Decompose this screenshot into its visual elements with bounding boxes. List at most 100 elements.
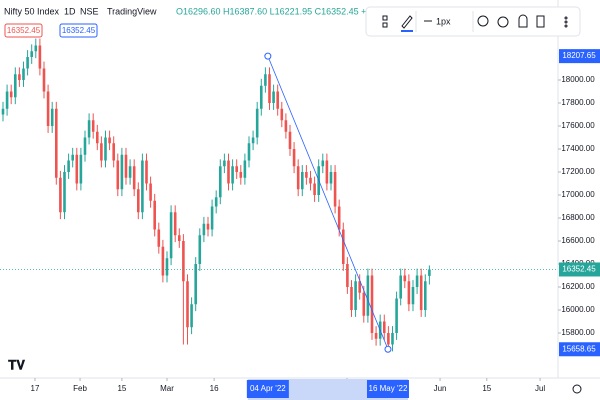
x-tick-label: Jun: [434, 384, 447, 393]
candle-body: [292, 149, 296, 167]
candle-body: [95, 131, 99, 144]
candle-body: [255, 108, 259, 138]
candle-body: [411, 287, 415, 305]
range-label: 16 May '22: [369, 384, 408, 393]
candle-body: [190, 304, 193, 328]
candle-body: [341, 229, 345, 265]
candle-body: [272, 91, 275, 104]
candle-body: [100, 143, 103, 161]
candle-body: [321, 160, 325, 167]
interval: 1D: [64, 6, 76, 16]
candle-body: [325, 160, 329, 184]
x-tick-label: 15: [482, 384, 491, 393]
icon-lock[interactable]: [518, 14, 528, 28]
candle-body: [182, 241, 185, 282]
badge: [4, 23, 43, 38]
candle-body: [313, 183, 316, 196]
candle-body: [305, 172, 308, 178]
candle-body: [46, 91, 50, 127]
x-tick-label: 16: [210, 384, 219, 393]
candle-body: [259, 85, 263, 109]
badge: [59, 23, 98, 38]
icon-pencil[interactable]: [401, 15, 413, 29]
icon-delete[interactable]: [536, 15, 545, 28]
candle-body: [108, 137, 111, 144]
candle-body: [370, 275, 374, 334]
candle-body: [30, 51, 33, 58]
candle-body: [198, 235, 202, 265]
badge-text: 16352.45: [62, 26, 96, 35]
y-tick-label: 17400.00: [561, 144, 595, 153]
candle-body: [382, 321, 386, 334]
price-badge: [559, 49, 600, 64]
drawing-toolbar: 1px: [365, 6, 581, 37]
candle-body: [309, 177, 312, 184]
ohlc-legend: O16296.60 H16387.60 L16221.95 C16352.45 …: [176, 6, 422, 16]
candle-body: [18, 74, 21, 81]
x-tick-label: 17: [31, 384, 40, 393]
line-width-label[interactable]: 1px: [436, 16, 451, 26]
price-badge: [559, 342, 600, 357]
candle-body: [333, 172, 337, 207]
candle-body: [284, 120, 288, 132]
candle-body: [194, 264, 197, 305]
candle-body: [403, 275, 407, 282]
candle-body: [264, 74, 267, 86]
candle-body: [83, 137, 87, 155]
candle-body: [210, 206, 214, 230]
candle-body: [67, 160, 70, 173]
candle-body: [116, 160, 120, 190]
y-tick-label: 18000.00: [561, 75, 595, 84]
candle-body: [218, 166, 222, 198]
candle-body: [87, 120, 91, 138]
trendline-handle: [264, 52, 272, 60]
candle-body: [366, 275, 370, 316]
candle-body: [395, 298, 398, 334]
x-tick-label: Feb: [73, 384, 87, 393]
range-label: 04 Apr '22: [250, 384, 286, 393]
icon-more[interactable]: [564, 16, 568, 20]
candle-body: [202, 223, 206, 236]
icon-settings[interactable]: [477, 15, 489, 27]
exchange: NSE: [80, 6, 99, 16]
candle-body: [280, 108, 284, 121]
x-tick-label: Mar: [160, 384, 174, 393]
candle-body: [91, 120, 95, 132]
candle-body: [34, 45, 38, 52]
candle-body: [112, 143, 115, 161]
candle-body: [71, 154, 74, 161]
candle-body: [50, 108, 54, 127]
candle-body: [268, 74, 271, 104]
candle-body: [145, 160, 148, 184]
candle-body: [132, 166, 136, 190]
candle-body: [75, 154, 79, 184]
price-badge: [559, 262, 600, 277]
trendline: [267, 55, 389, 350]
candle-body: [346, 264, 349, 288]
icon-grip[interactable]: [382, 15, 388, 21]
candle-body: [54, 108, 58, 178]
candle-body: [169, 212, 173, 259]
candle-body: [63, 172, 66, 213]
candle-body: [79, 154, 83, 184]
candle-body: [124, 154, 128, 178]
candle-body: [42, 68, 46, 92]
icon-more: [564, 20, 568, 24]
candle-body: [5, 91, 9, 109]
candle-body: [227, 160, 230, 184]
candle-body: [141, 160, 144, 213]
candle-body: [186, 281, 189, 328]
candle-body: [362, 292, 366, 316]
candle-body: [391, 333, 394, 345]
y-tick-label: 17600.00: [561, 121, 595, 130]
candle-body: [276, 91, 279, 109]
y-tick-label: 15800.00: [561, 328, 595, 337]
symbol: Nifty 50 Index: [4, 6, 60, 16]
x-tick-label: 15: [117, 384, 126, 393]
icon-alert[interactable]: [497, 16, 509, 28]
candle-body: [296, 166, 300, 190]
y-tick-label: 16000.00: [561, 305, 595, 314]
settings-icon[interactable]: [572, 384, 582, 394]
